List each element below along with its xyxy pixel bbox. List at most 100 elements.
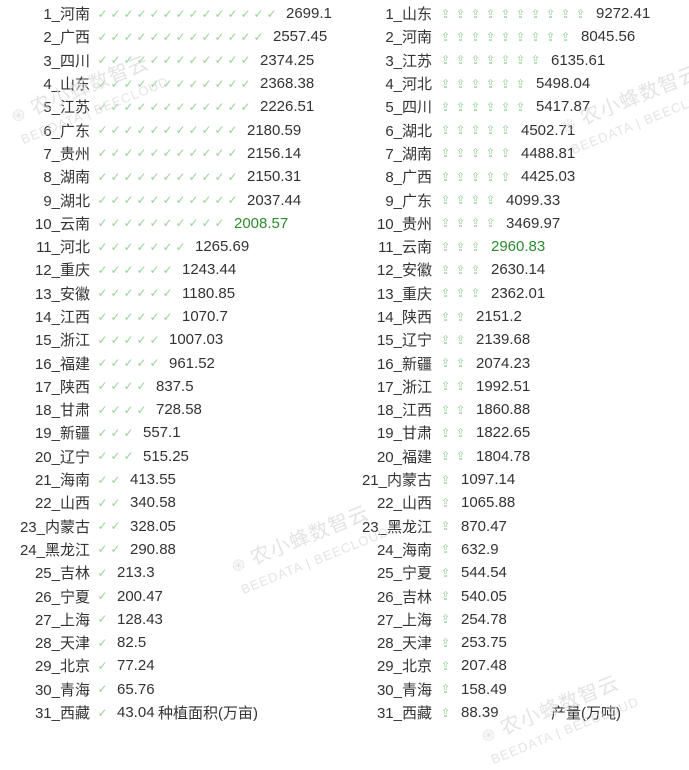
bar-area: ✓✓✓✓✓1007.03 xyxy=(96,328,344,351)
leaf-icon: ✓ xyxy=(200,101,213,113)
pictogram-bar: ✓✓✓✓✓✓✓✓✓✓✓ xyxy=(96,147,239,159)
bar-area: ✓✓✓✓✓✓✓✓✓✓✓2150.31 xyxy=(96,165,344,188)
rank-label: 25_宁夏 xyxy=(344,562,438,583)
arrow-up-icon: ⇪ xyxy=(453,31,468,43)
leaf-icon: ✓ xyxy=(109,171,122,183)
pictogram-bar: ⇪⇪ xyxy=(438,357,468,369)
arrow-up-icon: ⇪ xyxy=(438,54,453,66)
leaf-icon: ✓ xyxy=(135,78,148,90)
leaf-icon: ✓ xyxy=(122,101,135,113)
arrow-up-icon: ⇪ xyxy=(453,54,468,66)
arrow-up-icon: ⇪ xyxy=(483,147,498,159)
table-row: 12_安徽⇪⇪⇪2630.14 xyxy=(344,258,689,281)
arrow-up-icon: ⇪ xyxy=(498,124,513,136)
bar-area: ⇪⇪1804.78 xyxy=(438,445,689,468)
bar-area: ✓✓✓✓✓✓✓✓✓✓✓✓✓✓2699.1 xyxy=(96,2,344,25)
arrow-up-icon: ⇪ xyxy=(438,334,453,346)
leaf-icon: ✓ xyxy=(135,404,148,416)
rank-label: 2_河南 xyxy=(344,26,438,47)
leaf-icon: ✓ xyxy=(135,101,148,113)
rank-label: 10_云南 xyxy=(0,213,96,234)
pictogram-bar: ⇪ xyxy=(438,637,453,649)
rank-label: 14_江西 xyxy=(0,306,96,327)
leaf-icon: ✓ xyxy=(96,404,109,416)
rank-label: 25_吉林 xyxy=(0,562,96,583)
leaf-icon: ✓ xyxy=(161,124,174,136)
bar-area: ⇪⇪1860.88 xyxy=(438,398,689,421)
pictogram-bar: ⇪ xyxy=(438,590,453,602)
bar-area: ✓✓✓✓✓✓✓✓✓✓2008.57 xyxy=(96,212,344,235)
table-row: 29_北京✓77.24 xyxy=(0,654,344,677)
arrow-up-icon: ⇪ xyxy=(498,78,513,90)
leaf-icon: ✓ xyxy=(96,613,109,625)
table-row: 2_广西✓✓✓✓✓✓✓✓✓✓✓✓✓2557.45 xyxy=(0,25,344,48)
leaf-icon: ✓ xyxy=(200,8,213,20)
rank-label: 26_宁夏 xyxy=(0,586,96,607)
table-row: 14_江西✓✓✓✓✓✓1070.7 xyxy=(0,305,344,328)
leaf-icon: ✓ xyxy=(174,124,187,136)
bar-area: ✓✓✓✓✓✓✓✓✓✓✓✓2368.38 xyxy=(96,72,344,95)
bar-area: ✓✓✓✓728.58 xyxy=(96,398,344,421)
table-row: 15_辽宁⇪⇪2139.68 xyxy=(344,328,689,351)
pictogram-bar: ⇪ xyxy=(438,520,453,532)
table-row: 21_海南✓✓413.55 xyxy=(0,468,344,491)
leaf-icon: ✓ xyxy=(161,147,174,159)
table-row: 6_湖北⇪⇪⇪⇪⇪4502.71 xyxy=(344,118,689,141)
bar-area: ✓✓413.55 xyxy=(96,468,344,491)
leaf-icon: ✓ xyxy=(109,450,122,462)
table-row: 5_四川⇪⇪⇪⇪⇪⇪5417.87 xyxy=(344,95,689,118)
leaf-icon: ✓ xyxy=(174,241,187,253)
arrow-up-icon: ⇪ xyxy=(438,660,453,672)
value-label: 515.25 xyxy=(143,448,189,465)
pictogram-bar: ⇪⇪ xyxy=(438,380,468,392)
leaf-icon: ✓ xyxy=(161,264,174,276)
bar-area: ✓✓✓✓✓✓1070.7 xyxy=(96,305,344,328)
arrow-up-icon: ⇪ xyxy=(438,78,453,90)
pictogram-bar: ⇪⇪⇪⇪⇪⇪⇪⇪⇪ xyxy=(438,31,573,43)
value-label: 2151.2 xyxy=(476,308,522,325)
arrow-up-icon: ⇪ xyxy=(438,707,453,719)
leaf-icon: ✓ xyxy=(239,54,252,66)
bar-area: ⇪⇪2151.2 xyxy=(438,305,689,328)
table-row: 4_山东✓✓✓✓✓✓✓✓✓✓✓✓2368.38 xyxy=(0,72,344,95)
bar-area: ✓65.76 xyxy=(96,678,344,701)
arrow-up-icon: ⇪ xyxy=(513,54,528,66)
bar-area: ✓✓✓✓✓✓✓✓✓✓✓✓✓2557.45 xyxy=(96,25,344,48)
value-label: 6135.61 xyxy=(551,52,605,69)
leaf-icon: ✓ xyxy=(122,334,135,346)
table-row: 16_福建✓✓✓✓✓961.52 xyxy=(0,351,344,374)
leaf-icon: ✓ xyxy=(109,287,122,299)
arrow-up-icon: ⇪ xyxy=(468,217,483,229)
value-label: 254.78 xyxy=(461,611,507,628)
arrow-up-icon: ⇪ xyxy=(558,8,573,20)
pictogram-bar: ✓ xyxy=(96,637,109,649)
rank-label: 13_安徽 xyxy=(0,283,96,304)
leaf-icon: ✓ xyxy=(122,241,135,253)
arrow-up-icon: ⇪ xyxy=(468,124,483,136)
rank-label: 13_重庆 xyxy=(344,283,438,304)
leaf-icon: ✓ xyxy=(122,380,135,392)
leaf-icon: ✓ xyxy=(122,450,135,462)
value-label: 1007.03 xyxy=(169,331,223,348)
rank-label: 16_福建 xyxy=(0,353,96,374)
arrow-up-icon: ⇪ xyxy=(483,171,498,183)
leaf-icon: ✓ xyxy=(174,101,187,113)
leaf-icon: ✓ xyxy=(200,194,213,206)
pictogram-bar: ✓✓✓ xyxy=(96,427,135,439)
leaf-icon: ✓ xyxy=(148,124,161,136)
arrow-up-icon: ⇪ xyxy=(468,101,483,113)
table-row: 1_山东⇪⇪⇪⇪⇪⇪⇪⇪⇪⇪9272.41 xyxy=(344,2,689,25)
pictogram-bar: ⇪ xyxy=(438,660,453,672)
pictogram-bar: ⇪⇪⇪⇪⇪⇪⇪ xyxy=(438,54,543,66)
leaf-icon: ✓ xyxy=(96,474,109,486)
value-label: 2226.51 xyxy=(260,98,314,115)
leaf-icon: ✓ xyxy=(135,357,148,369)
value-label: 158.49 xyxy=(461,681,507,698)
rank-label: 14_陕西 xyxy=(344,306,438,327)
rank-label: 31_西藏 xyxy=(344,702,438,723)
bar-area: ⇪⇪⇪⇪⇪4502.71 xyxy=(438,118,689,141)
value-label: 540.05 xyxy=(461,588,507,605)
leaf-icon: ✓ xyxy=(135,31,148,43)
value-label: 200.47 xyxy=(117,588,163,605)
arrow-up-icon: ⇪ xyxy=(438,311,453,323)
